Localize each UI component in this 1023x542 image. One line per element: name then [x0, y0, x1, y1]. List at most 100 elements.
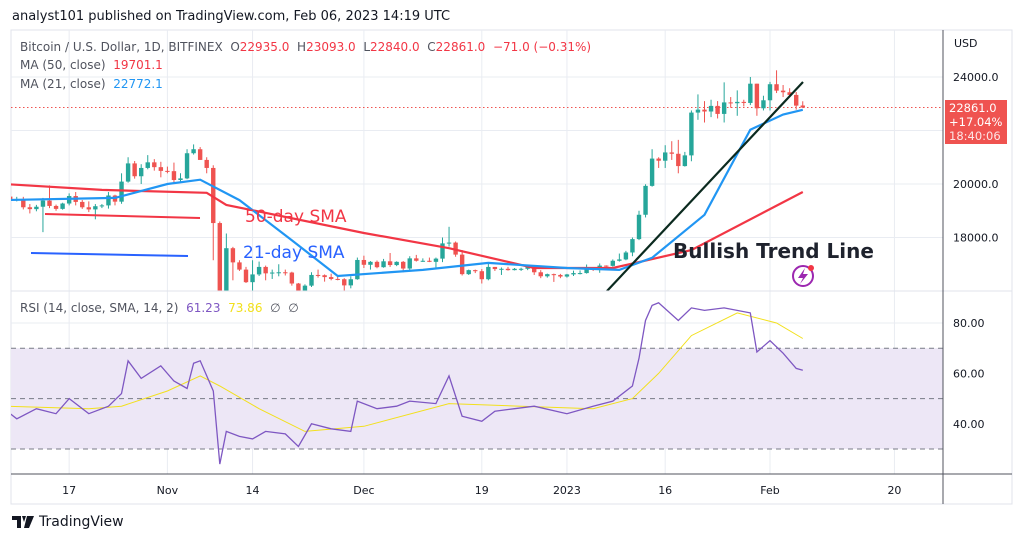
candle-body: [11, 196, 13, 200]
candle-body: [577, 273, 583, 275]
time-tick-label: Dec: [353, 484, 374, 497]
candle: [571, 270, 576, 277]
rsi-legend[interactable]: RSI (14, close, SMA, 14, 2) 61.23 73.86 …: [20, 301, 299, 315]
rsi-tick-label: 60.00: [953, 367, 985, 380]
candle: [270, 269, 275, 279]
candle-body: [656, 158, 661, 161]
candle-body: [211, 167, 216, 224]
candle-body: [387, 261, 393, 266]
candle-body: [453, 242, 458, 255]
candle: [459, 250, 465, 276]
annotation-bullish-trend-line[interactable]: Bullish Trend Line: [673, 239, 874, 263]
lightning-icon[interactable]: [792, 265, 814, 287]
candle: [676, 139, 681, 174]
candle: [47, 185, 52, 209]
symbol-name: Bitcoin / U.S. Dollar, 1D, BITFINEX: [20, 40, 223, 54]
candle: [289, 271, 295, 286]
candle-body: [728, 102, 733, 104]
candle-body: [99, 205, 105, 207]
candle-body: [263, 266, 268, 274]
candle-body: [630, 239, 635, 253]
candle: [34, 204, 39, 212]
candle-body: [217, 223, 222, 291]
candle: [512, 267, 517, 271]
candle: [767, 81, 773, 111]
price-tick-label: 24000.0: [953, 71, 999, 84]
candle: [145, 155, 150, 170]
candle: [60, 202, 65, 210]
candle: [125, 157, 131, 183]
candle-body: [761, 100, 766, 109]
ma21-legend[interactable]: MA (21, close) 22772.1: [20, 77, 163, 91]
candle: [518, 267, 524, 271]
candle-body: [545, 274, 550, 277]
candle: [486, 262, 491, 281]
candle-body: [617, 259, 622, 261]
candle: [387, 253, 393, 267]
annotation-red-line[interactable]: [44, 213, 201, 219]
rsi-label: RSI (14, close, SMA, 14, 2): [20, 301, 179, 315]
candle: [656, 157, 661, 168]
candle-body: [315, 274, 321, 276]
candle-body: [564, 274, 570, 277]
candle-body: [328, 277, 334, 279]
open-value: 22935.0: [239, 40, 290, 54]
candle-body: [433, 258, 439, 262]
candle-body: [505, 268, 511, 271]
currency-label: USD: [954, 37, 978, 50]
price-axis[interactable]: 24000.0 20000.0 18000.0: [953, 71, 999, 245]
candle-body: [283, 272, 288, 274]
symbol-legend[interactable]: Bitcoin / U.S. Dollar, 1D, BITFINEX O229…: [20, 40, 591, 54]
na-value-1: ∅: [270, 301, 281, 315]
candle: [322, 274, 327, 282]
rsi-axis[interactable]: 80.00 60.00 40.00: [953, 317, 985, 431]
candle: [610, 259, 615, 267]
annotation-21-day-sma[interactable]: 21-day SMA: [243, 243, 345, 263]
candle: [27, 204, 33, 214]
candle: [119, 173, 124, 204]
candle-body: [486, 266, 491, 280]
candle: [224, 233, 229, 291]
low-value: 22840.0: [370, 40, 420, 54]
candle: [93, 204, 98, 220]
time-axis[interactable]: 17 Nov 14 Dec 19 2023 16 Feb 20: [62, 484, 901, 497]
candle-body: [237, 262, 242, 270]
chart-frame: [10, 29, 1013, 505]
rsi-tick-label: 80.00: [953, 317, 985, 330]
candle: [577, 270, 583, 275]
annotation-50-day-sma[interactable]: 50-day SMA: [245, 207, 347, 227]
candle-body: [623, 252, 629, 260]
candle: [702, 101, 707, 123]
change-value: −71.0 (−0.31%): [492, 40, 592, 54]
ma50-line: [11, 183, 804, 270]
ma50-legend[interactable]: MA (50, close) 19701.1: [20, 58, 163, 72]
candle-body: [374, 261, 380, 268]
candle-body: [348, 279, 353, 286]
candle: [780, 85, 786, 98]
price-tick-label: 18000.0: [953, 232, 999, 245]
time-tick-label: 14: [246, 484, 260, 497]
candle-body: [708, 105, 714, 112]
tradingview-logo[interactable]: TradingView: [12, 514, 124, 530]
last-price-change: +17.04%: [949, 115, 1003, 129]
candle-body: [715, 105, 720, 114]
last-price-tag: 22861.0 +17.04% 18:40:06: [945, 100, 1007, 144]
candle: [53, 204, 59, 211]
annotation-blue-line[interactable]: [30, 252, 189, 257]
candle-body: [361, 259, 367, 265]
candle-body: [721, 102, 727, 114]
candle: [643, 184, 648, 218]
candle: [263, 265, 268, 281]
candle-body: [479, 271, 484, 280]
rsi-sma-value: 73.86: [228, 301, 263, 315]
bullish-trend-line[interactable]: [606, 81, 804, 291]
candle-body: [204, 159, 209, 168]
candle: [761, 95, 766, 111]
candle: [204, 157, 209, 174]
candle-body: [34, 206, 39, 210]
candle: [721, 82, 727, 123]
rsi-tick-label: 40.00: [953, 418, 985, 431]
time-tick-label: Feb: [760, 484, 779, 497]
ma21-line: [11, 108, 804, 278]
